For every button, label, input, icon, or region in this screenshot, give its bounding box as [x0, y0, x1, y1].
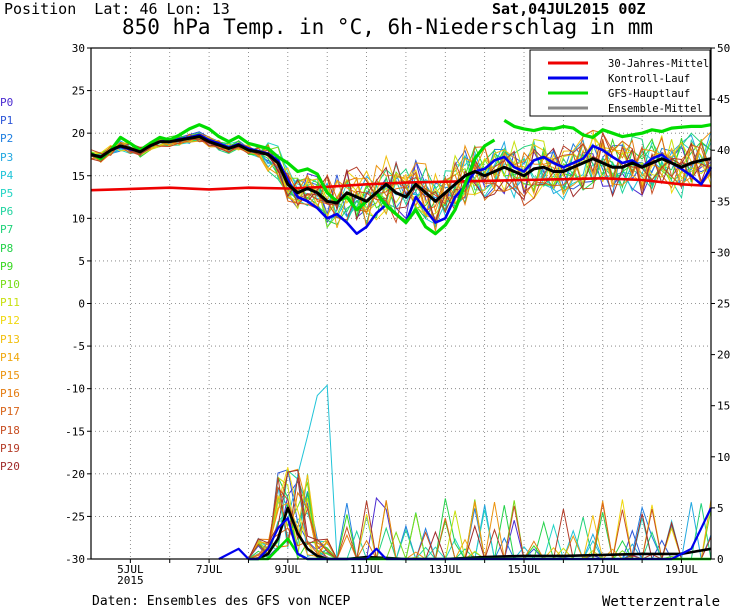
member-label-p0: P0 [0, 96, 14, 109]
member-label-p6: P6 [0, 205, 14, 219]
x-tick-label: 11JUL [350, 563, 383, 576]
member-line-p17 [90, 129, 712, 213]
y-right-tick-label: 40 [717, 144, 730, 157]
member-label-p13: P13 [0, 332, 20, 346]
member-line-p19 [90, 131, 712, 214]
legend-box [529, 49, 711, 117]
series-ensemble-mittel [90, 135, 712, 205]
legend-label: Ensemble-Mittel [608, 103, 703, 115]
member-label-p17: P17 [0, 405, 20, 419]
y-left-tick-label: -30 [65, 553, 85, 566]
series-gfs-hauptlauf [90, 123, 496, 236]
member-label-p14: P14 [0, 350, 20, 364]
y-right-tick-label: 10 [717, 451, 730, 464]
x-tick-label: 7JUL [196, 563, 223, 576]
member-label-p9: P9 [0, 259, 14, 273]
x-tick-sublabel: 2015 [117, 574, 144, 587]
y-left-tick-label: 10 [72, 212, 85, 225]
legend-label: GFS-Hauptlauf [608, 88, 690, 100]
member-label-p12: P12 [0, 314, 20, 328]
y-right-tick-label: 0 [717, 553, 724, 566]
x-tick-label: 17JUL [586, 563, 619, 576]
y-left-tick-label: 0 [78, 298, 85, 311]
data-source-footer: Daten: Ensembles des GFS von NCEP [92, 594, 351, 609]
member-label-p11: P11 [0, 296, 20, 310]
y-right-tick-label: 25 [717, 298, 730, 311]
y-right-tick-label: 30 [717, 246, 730, 259]
x-tick-label: 13JUL [429, 563, 462, 576]
member-label-p15: P15 [0, 369, 20, 382]
y-left-tick-label: -20 [65, 468, 85, 481]
y-right-tick-label: 5 [717, 502, 724, 515]
member-label-p16: P16 [0, 387, 20, 401]
y-right-tick-label: 50 [717, 42, 730, 55]
y-left-tick-label: 30 [72, 42, 85, 55]
member-label-p4: P4 [0, 168, 14, 182]
x-tick-label: 9JUL [275, 563, 302, 576]
member-label-p19: P19 [0, 441, 20, 455]
member-precip-p10 [91, 481, 712, 561]
y-right-tick-label: 15 [717, 400, 730, 413]
run-date-label: Sat,04JUL2015 00Z [492, 0, 646, 18]
y-left-tick-label: -5 [72, 340, 85, 353]
member-label-p5: P5 [0, 187, 14, 200]
legend-label: Kontroll-Lauf [608, 73, 690, 85]
series-gfs-hauptlauf-2 [503, 119, 712, 139]
y-left-tick-label: 15 [72, 170, 85, 183]
member-label-p1: P1 [0, 114, 14, 128]
y-left-tick-label: -25 [65, 510, 85, 523]
y-left-tick-label: -10 [65, 383, 85, 396]
y-right-tick-label: 45 [717, 93, 730, 106]
y-right-tick-label: 35 [717, 195, 730, 208]
y-left-tick-label: 20 [72, 127, 85, 140]
member-label-p10: P10 [0, 278, 20, 291]
x-tick-label: 19JUL [665, 563, 698, 576]
y-right-tick-label: 20 [717, 349, 730, 362]
position-label: Position Lat: 46 Lon: 13 [4, 0, 230, 18]
chart-title: 850 hPa Temp. in °C, 6h-Niederschlag in … [122, 15, 654, 39]
series-30-jahres-mittel [90, 177, 712, 192]
member-label-p18: P18 [0, 423, 20, 437]
y-left-tick-label: 25 [72, 85, 85, 98]
member-label-p8: P8 [0, 241, 14, 255]
y-left-tick-label: 5 [78, 255, 85, 268]
member-label-p20: P20 [0, 460, 20, 473]
member-precip-p0 [91, 480, 711, 560]
brand-footer: Wetterzentrale [602, 594, 721, 610]
legend-label: 30-Jahres-Mittel [608, 58, 709, 70]
member-label-p3: P3 [0, 150, 14, 164]
x-tick-label: 15JUL [507, 563, 540, 576]
y-left-tick-label: -15 [65, 425, 85, 438]
x-tick-label: 5JUL [117, 563, 144, 576]
member-label-p7: P7 [0, 223, 14, 237]
member-label-p2: P2 [0, 132, 14, 146]
